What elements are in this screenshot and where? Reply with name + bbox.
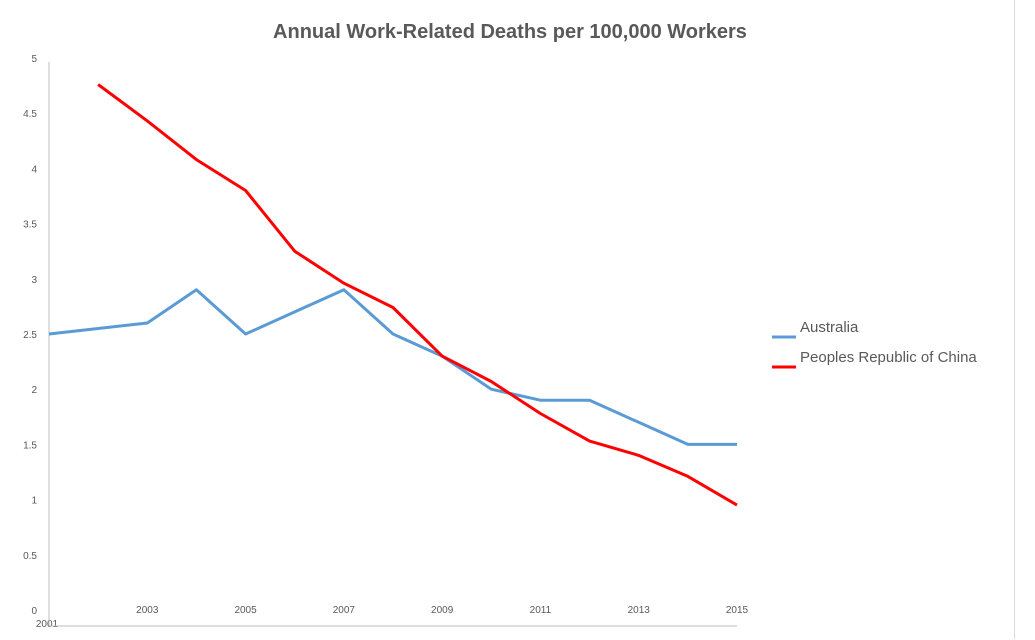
- series-line-australia: [48, 288, 737, 446]
- series-line-china: [97, 83, 738, 507]
- y-tick-label: 3: [31, 275, 37, 286]
- y-tick-label: 2.5: [23, 330, 37, 341]
- x-tick-label: 2007: [333, 605, 356, 616]
- chart-title: Annual Work-Related Deaths per 100,000 W…: [273, 21, 747, 43]
- x-tick-label: 2015: [726, 605, 749, 616]
- x-tick-label: 2001: [36, 619, 59, 630]
- x-tick-label: 2013: [628, 605, 651, 616]
- x-tick-label: 2005: [234, 605, 257, 616]
- legend-label: Australia: [800, 319, 859, 336]
- x-tick-label: 2009: [431, 605, 454, 616]
- chart-area: [1014, 0, 1015, 639]
- y-tick-label: 1: [31, 496, 37, 507]
- x-tick-label: 2011: [530, 605, 552, 616]
- y-tick-label: 3.5: [23, 220, 37, 231]
- y-tick-label: 1.5: [23, 440, 37, 451]
- y-tick-label: 5: [31, 54, 37, 65]
- x-tick-label: 2003: [136, 605, 159, 616]
- y-tick-label: 4.5: [23, 109, 37, 120]
- y-tick-label: 4: [31, 164, 37, 175]
- y-tick-label: 0.5: [23, 551, 37, 562]
- y-tick-label: 2: [31, 385, 37, 396]
- legend-label: Peoples Republic of China: [800, 349, 977, 366]
- y-tick-label: 0: [31, 606, 37, 617]
- legend: Australia Peoples Republic of China: [772, 319, 977, 369]
